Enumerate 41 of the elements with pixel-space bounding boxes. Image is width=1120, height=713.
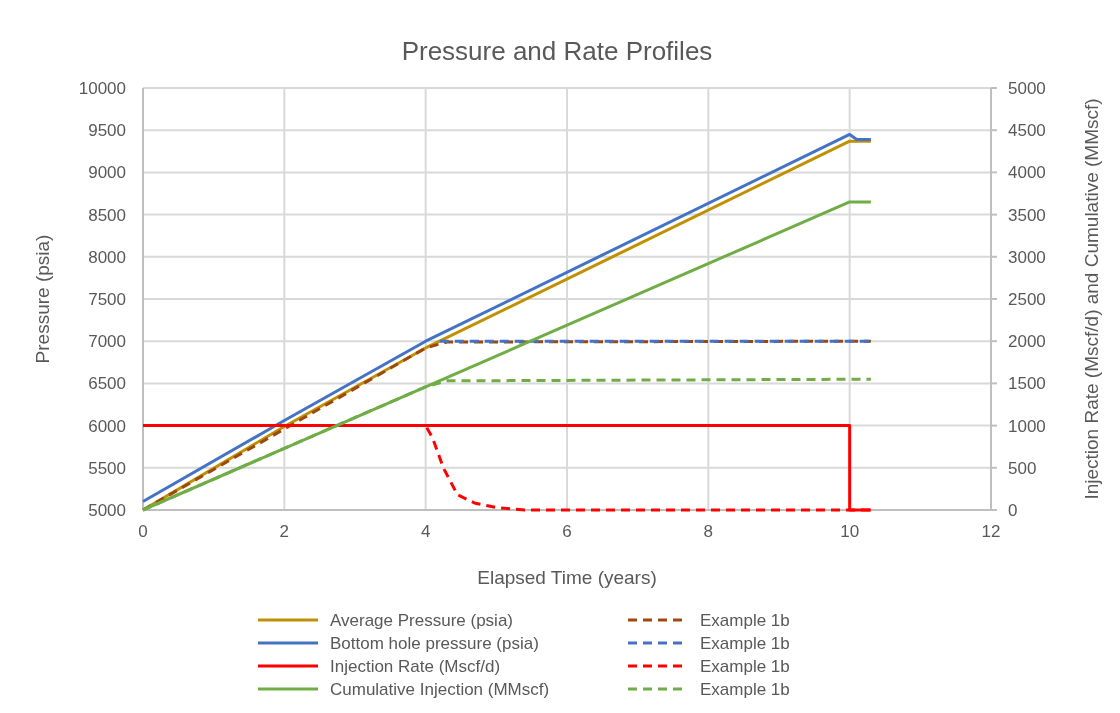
- y2-tick-label: 3500: [1008, 205, 1046, 225]
- y-axis-title: Pressure (psia): [32, 234, 53, 364]
- y2-tick-label: 1000: [1008, 416, 1046, 436]
- y-tick-label: 7000: [88, 332, 126, 352]
- y-tick-label: 7500: [88, 290, 126, 309]
- y-tick-label: 9000: [88, 163, 126, 183]
- y-tick-label: 10000: [78, 79, 126, 98]
- y2-tick-label: 4500: [1008, 121, 1046, 141]
- y2-tick-label: 2000: [1008, 332, 1046, 352]
- x-tick-label: 2: [279, 522, 290, 541]
- legend-label: Example 1b: [700, 634, 790, 653]
- x-tick-label: 0: [138, 522, 148, 541]
- y2-tick-label: 4000: [1008, 163, 1046, 183]
- y2-axis-title: Injection Rate (Mscf/d) and Cumulative (MMscf): [1081, 98, 1102, 500]
- legend-label: Example 1b: [700, 680, 790, 699]
- legend-label: Injection Rate (Mscf/d): [330, 657, 501, 676]
- y2-tick-label: 0: [1008, 501, 1018, 520]
- legend-label: Cumulative Injection (MMscf): [330, 680, 550, 699]
- x-tick-label: 8: [703, 522, 714, 541]
- y2-tick-label: 5000: [1008, 79, 1046, 98]
- y-tick-label: 5500: [88, 458, 126, 478]
- x-tick-label: 12: [981, 522, 1001, 541]
- x-tick-label: 10: [840, 522, 860, 541]
- y-tick-label: 5000: [88, 501, 126, 520]
- y2-tick-label: 1500: [1008, 374, 1046, 394]
- y2-tick-label: 500: [1008, 458, 1037, 478]
- y2-tick-label: 2500: [1008, 290, 1046, 309]
- x-tick-label: 4: [420, 522, 431, 541]
- y-tick-label: 6000: [88, 416, 126, 436]
- y-tick-label: 9500: [88, 121, 126, 141]
- legend-label: Example 1b: [700, 657, 790, 676]
- chart-title: Pressure and Rate Profiles: [401, 36, 713, 66]
- legend-label: Example 1b: [700, 611, 790, 630]
- x-tick-label: 6: [562, 522, 572, 541]
- y-tick-label: 8500: [88, 205, 126, 225]
- y-tick-label: 8000: [88, 247, 126, 267]
- y-tick-label: 6500: [88, 374, 126, 394]
- y2-tick-label: 3000: [1008, 247, 1046, 267]
- x-axis-title: Elapsed Time (years): [477, 567, 657, 588]
- legend-label: Average Pressure (psia): [330, 611, 513, 630]
- legend-label: Bottom hole pressure (psia): [330, 634, 539, 653]
